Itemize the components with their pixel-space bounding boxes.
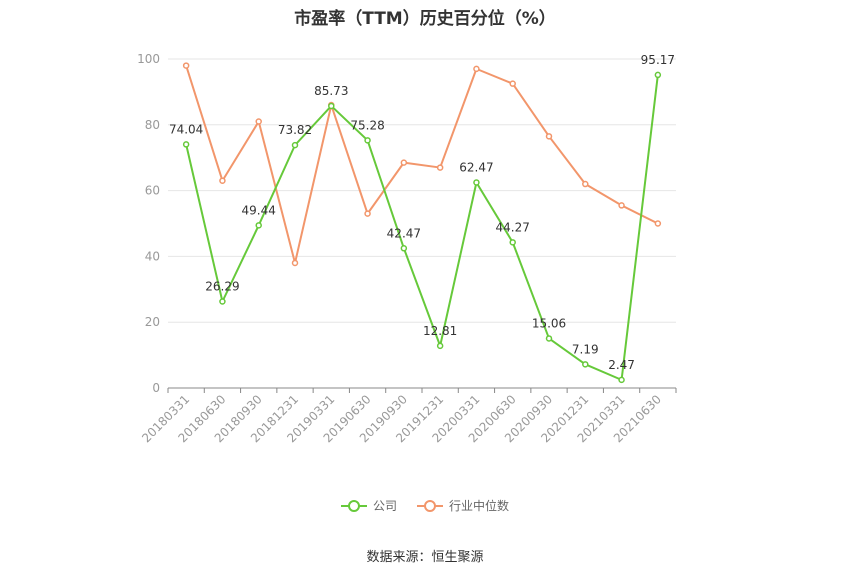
data-label: 42.47 xyxy=(387,226,421,240)
data-point xyxy=(364,137,371,144)
data-label: 85.73 xyxy=(314,84,348,98)
y-tick-label: 40 xyxy=(145,249,160,263)
data-point xyxy=(255,222,262,229)
data-point xyxy=(509,239,516,246)
data-label: 75.28 xyxy=(350,118,384,132)
data-point xyxy=(509,80,516,87)
data-point xyxy=(219,298,226,305)
y-tick-label: 0 xyxy=(152,381,160,395)
data-point xyxy=(291,141,299,149)
data-point xyxy=(328,102,335,110)
data-point xyxy=(364,210,371,217)
series-line-1 xyxy=(185,65,659,264)
data-label: 62.47 xyxy=(459,160,493,174)
data-point xyxy=(255,118,262,125)
legend-item-industry-median[interactable]: 行业中位数 xyxy=(417,497,509,514)
series-line-0 xyxy=(185,74,659,381)
data-label: 49.44 xyxy=(242,203,276,217)
data-point xyxy=(400,159,408,166)
legend-item-company[interactable]: 公司 xyxy=(340,497,397,514)
data-point xyxy=(654,71,662,79)
data-label: 7.19 xyxy=(572,342,599,356)
data-label: 15.06 xyxy=(532,316,566,330)
legend-company-label: 公司 xyxy=(372,499,397,513)
data-point xyxy=(545,335,553,342)
data-point xyxy=(291,259,299,267)
data-label: 12.81 xyxy=(423,324,457,338)
data-point xyxy=(219,177,226,184)
legend-company-swatch-icon xyxy=(340,499,367,512)
data-point xyxy=(400,245,408,252)
data-point xyxy=(545,133,553,140)
series-lines xyxy=(182,62,662,384)
chart-title: 市盈率（TTM）历史百分位（%） xyxy=(294,9,556,29)
data-label: 95.17 xyxy=(641,53,675,67)
data-point xyxy=(582,180,589,188)
data-point xyxy=(618,202,625,209)
y-tick-label: 20 xyxy=(145,315,160,329)
y-tick-label: 60 xyxy=(145,184,160,198)
legend: 公司 行业中位数 xyxy=(0,497,850,514)
data-label: 2.47 xyxy=(608,358,635,372)
data-point xyxy=(182,62,190,69)
grid-lines xyxy=(168,58,676,323)
data-point xyxy=(473,179,480,186)
source-note: 数据来源：恒生聚源 xyxy=(366,550,484,565)
data-point xyxy=(436,164,444,171)
data-point xyxy=(582,361,589,368)
data-label: 73.82 xyxy=(278,123,312,137)
legend-industry-label: 行业中位数 xyxy=(449,499,510,513)
y-tick-label: 80 xyxy=(145,118,160,132)
data-point xyxy=(473,65,480,73)
data-point xyxy=(618,376,625,384)
data-point xyxy=(654,220,662,227)
y-tick-label: 100 xyxy=(137,52,160,66)
data-label: 26.29 xyxy=(205,280,239,294)
legend-industry-swatch-icon xyxy=(417,499,443,512)
data-labels: 74.04 26.29 49.44 73.82 85.73 75.28 42.47 12.81… xyxy=(169,53,675,372)
data-label: 44.27 xyxy=(496,220,530,234)
data-point xyxy=(182,141,190,148)
data-label: 74.04 xyxy=(169,122,203,136)
data-point xyxy=(436,342,444,350)
